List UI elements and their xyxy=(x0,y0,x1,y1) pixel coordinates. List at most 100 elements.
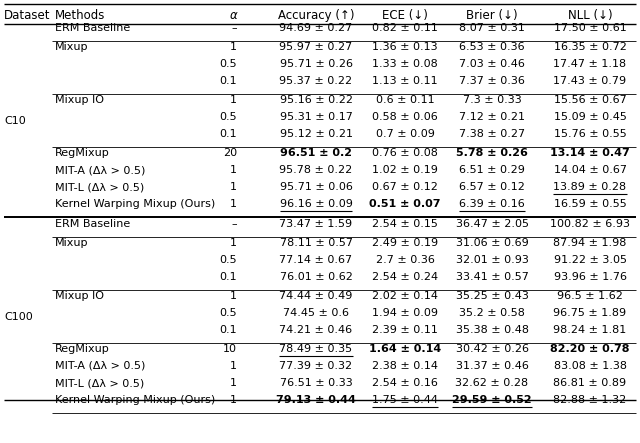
Text: 0.6 ± 0.11: 0.6 ± 0.11 xyxy=(376,95,435,105)
Text: Kernel Warping Mixup (Ours): Kernel Warping Mixup (Ours) xyxy=(55,395,215,405)
Text: 78.49 ± 0.35: 78.49 ± 0.35 xyxy=(280,344,353,354)
Text: 1.36 ± 0.13: 1.36 ± 0.13 xyxy=(372,42,438,52)
Text: 74.21 ± 0.46: 74.21 ± 0.46 xyxy=(280,325,353,335)
Text: 32.62 ± 0.28: 32.62 ± 0.28 xyxy=(456,378,529,388)
Text: 87.94 ± 1.98: 87.94 ± 1.98 xyxy=(554,238,627,248)
Text: Mixup IO: Mixup IO xyxy=(55,95,104,105)
Text: 6.53 ± 0.36: 6.53 ± 0.36 xyxy=(459,42,525,52)
Text: 78.11 ± 0.57: 78.11 ± 0.57 xyxy=(280,238,353,248)
Text: 0.5: 0.5 xyxy=(220,308,237,318)
Text: 96.51 ± 0.2: 96.51 ± 0.2 xyxy=(280,148,352,158)
Text: 31.37 ± 0.46: 31.37 ± 0.46 xyxy=(456,361,529,371)
Text: 16.59 ± 0.55: 16.59 ± 0.55 xyxy=(554,199,627,209)
Text: 1: 1 xyxy=(230,291,237,301)
Text: 29.59 ± 0.52: 29.59 ± 0.52 xyxy=(452,395,532,405)
Text: 100.82 ± 6.93: 100.82 ± 6.93 xyxy=(550,219,630,229)
Text: 16.35 ± 0.72: 16.35 ± 0.72 xyxy=(554,42,627,52)
Text: 95.37 ± 0.22: 95.37 ± 0.22 xyxy=(280,76,353,86)
Text: RegMixup: RegMixup xyxy=(55,148,109,158)
Text: 1: 1 xyxy=(230,182,237,192)
Text: 8.07 ± 0.31: 8.07 ± 0.31 xyxy=(459,23,525,33)
Text: 0.1: 0.1 xyxy=(220,129,237,139)
Text: 77.39 ± 0.32: 77.39 ± 0.32 xyxy=(280,361,353,371)
Text: 1: 1 xyxy=(230,378,237,388)
Text: 1: 1 xyxy=(230,238,237,248)
Text: 2.54 ± 0.15: 2.54 ± 0.15 xyxy=(372,219,438,229)
Text: 14.04 ± 0.67: 14.04 ± 0.67 xyxy=(554,165,627,175)
Text: ECE (↓): ECE (↓) xyxy=(382,9,428,22)
Text: 0.7 ± 0.09: 0.7 ± 0.09 xyxy=(376,129,435,139)
Text: 91.22 ± 3.05: 91.22 ± 3.05 xyxy=(554,255,627,265)
Text: 36.47 ± 2.05: 36.47 ± 2.05 xyxy=(456,219,529,229)
Text: 10: 10 xyxy=(223,344,237,354)
Text: 32.01 ± 0.93: 32.01 ± 0.93 xyxy=(456,255,529,265)
Text: 35.38 ± 0.48: 35.38 ± 0.48 xyxy=(456,325,529,335)
Text: 2.02 ± 0.14: 2.02 ± 0.14 xyxy=(372,291,438,301)
Text: 20: 20 xyxy=(223,148,237,158)
Text: 0.1: 0.1 xyxy=(220,272,237,282)
Text: 1: 1 xyxy=(230,42,237,52)
Text: 95.16 ± 0.22: 95.16 ± 0.22 xyxy=(280,95,353,105)
Text: 0.1: 0.1 xyxy=(220,325,237,335)
Text: 1.94 ± 0.09: 1.94 ± 0.09 xyxy=(372,308,438,318)
Text: MIT-L (Δλ > 0.5): MIT-L (Δλ > 0.5) xyxy=(55,182,144,192)
Text: Dataset: Dataset xyxy=(4,9,51,22)
Text: 0.82 ± 0.11: 0.82 ± 0.11 xyxy=(372,23,438,33)
Text: 0.58 ± 0.06: 0.58 ± 0.06 xyxy=(372,112,438,122)
Text: Mixup: Mixup xyxy=(55,42,88,52)
Text: MIT-A (Δλ > 0.5): MIT-A (Δλ > 0.5) xyxy=(55,165,145,175)
Text: 2.38 ± 0.14: 2.38 ± 0.14 xyxy=(372,361,438,371)
Text: Mixup IO: Mixup IO xyxy=(55,291,104,301)
Text: 76.51 ± 0.33: 76.51 ± 0.33 xyxy=(280,378,353,388)
Text: 82.20 ± 0.78: 82.20 ± 0.78 xyxy=(550,344,630,354)
Text: 83.08 ± 1.38: 83.08 ± 1.38 xyxy=(554,361,627,371)
Text: MIT-A (Δλ > 0.5): MIT-A (Δλ > 0.5) xyxy=(55,361,145,371)
Text: 7.3 ± 0.33: 7.3 ± 0.33 xyxy=(463,95,522,105)
Text: 1: 1 xyxy=(230,95,237,105)
Text: RegMixup: RegMixup xyxy=(55,344,109,354)
Text: 93.96 ± 1.76: 93.96 ± 1.76 xyxy=(554,272,627,282)
Text: 0.5: 0.5 xyxy=(220,255,237,265)
Text: 0.1: 0.1 xyxy=(220,76,237,86)
Text: 74.44 ± 0.49: 74.44 ± 0.49 xyxy=(279,291,353,301)
Text: ERM Baseline: ERM Baseline xyxy=(55,219,131,229)
Text: 30.42 ± 0.26: 30.42 ± 0.26 xyxy=(456,344,529,354)
Text: Accuracy (↑): Accuracy (↑) xyxy=(278,9,355,22)
Text: Kernel Warping Mixup (Ours): Kernel Warping Mixup (Ours) xyxy=(55,199,215,209)
Text: Mixup: Mixup xyxy=(55,238,88,248)
Text: 82.88 ± 1.32: 82.88 ± 1.32 xyxy=(554,395,627,405)
Text: 95.31 ± 0.17: 95.31 ± 0.17 xyxy=(280,112,353,122)
Text: 1.33 ± 0.08: 1.33 ± 0.08 xyxy=(372,59,438,69)
Text: 2.7 ± 0.36: 2.7 ± 0.36 xyxy=(376,255,435,265)
Text: 1: 1 xyxy=(230,361,237,371)
Text: 1.02 ± 0.19: 1.02 ± 0.19 xyxy=(372,165,438,175)
Text: 86.81 ± 0.89: 86.81 ± 0.89 xyxy=(554,378,627,388)
Text: 96.16 ± 0.09: 96.16 ± 0.09 xyxy=(280,199,353,209)
Text: –: – xyxy=(232,23,237,33)
Text: ERM Baseline: ERM Baseline xyxy=(55,23,131,33)
Text: 7.38 ± 0.27: 7.38 ± 0.27 xyxy=(459,129,525,139)
Text: 7.03 ± 0.46: 7.03 ± 0.46 xyxy=(459,59,525,69)
Text: 1.13 ± 0.11: 1.13 ± 0.11 xyxy=(372,76,438,86)
Text: 35.2 ± 0.58: 35.2 ± 0.58 xyxy=(459,308,525,318)
Text: 7.12 ± 0.21: 7.12 ± 0.21 xyxy=(459,112,525,122)
Text: 1: 1 xyxy=(230,165,237,175)
Text: 17.50 ± 0.61: 17.50 ± 0.61 xyxy=(554,23,627,33)
Text: 96.75 ± 1.89: 96.75 ± 1.89 xyxy=(554,308,627,318)
Text: 0.51 ± 0.07: 0.51 ± 0.07 xyxy=(369,199,441,209)
Text: 2.39 ± 0.11: 2.39 ± 0.11 xyxy=(372,325,438,335)
Text: 76.01 ± 0.62: 76.01 ± 0.62 xyxy=(280,272,353,282)
Text: NLL (↓): NLL (↓) xyxy=(568,9,612,22)
Text: 31.06 ± 0.69: 31.06 ± 0.69 xyxy=(456,238,529,248)
Text: 1: 1 xyxy=(230,395,237,405)
Text: 95.71 ± 0.06: 95.71 ± 0.06 xyxy=(280,182,353,192)
Text: C10: C10 xyxy=(4,116,26,125)
Text: 0.5: 0.5 xyxy=(220,59,237,69)
Text: 6.57 ± 0.12: 6.57 ± 0.12 xyxy=(459,182,525,192)
Text: 33.41 ± 0.57: 33.41 ± 0.57 xyxy=(456,272,529,282)
Text: Brier (↓): Brier (↓) xyxy=(466,9,518,22)
Text: 6.39 ± 0.16: 6.39 ± 0.16 xyxy=(459,199,525,209)
Text: 1.75 ± 0.44: 1.75 ± 0.44 xyxy=(372,395,438,405)
Text: 98.24 ± 1.81: 98.24 ± 1.81 xyxy=(554,325,627,335)
Text: 79.13 ± 0.44: 79.13 ± 0.44 xyxy=(276,395,356,405)
